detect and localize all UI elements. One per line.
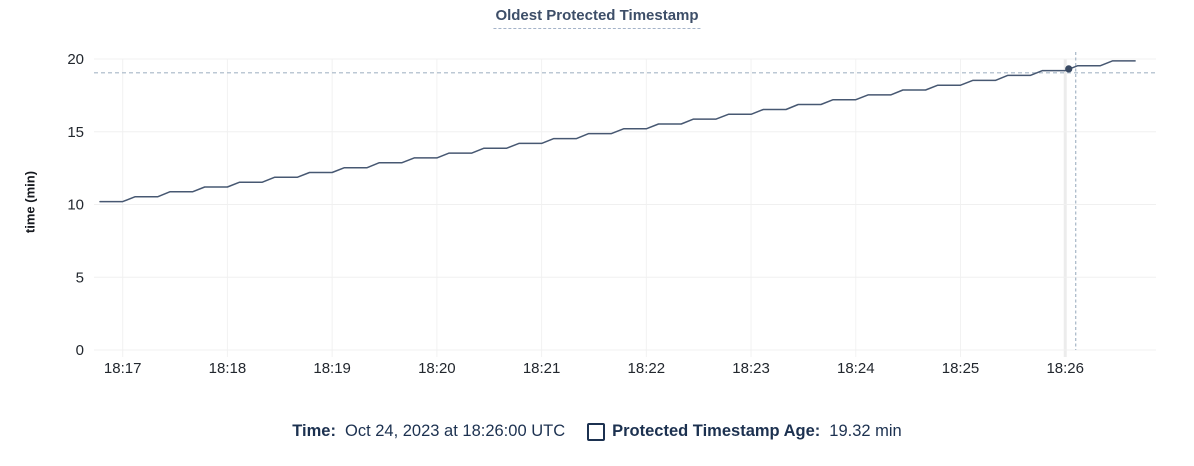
y-tick-label: 15 (67, 124, 84, 141)
legend-series-value: 19.32 min (829, 422, 902, 440)
chart-title[interactable]: Oldest Protected Timestamp (493, 7, 701, 29)
x-tick-label: 18:25 (942, 360, 980, 377)
y-tick-label: 0 (76, 342, 84, 359)
line-chart-plot[interactable]: 18:17 18:18 18:19 18:20 18:21 18:22 18:23 18:24… (0, 0, 1194, 410)
x-tick-label: 18:20 (418, 360, 456, 377)
legend-time-group: Time: Oct 24, 2023 at 18:26:00 UTC (292, 422, 565, 441)
x-tick-label: 18:22 (628, 360, 666, 377)
series-line (99, 60, 1136, 203)
x-tick-label: 18:18 (209, 360, 247, 377)
legend-time-label: Time: (292, 422, 336, 440)
x-tick-label: 18:21 (523, 360, 561, 377)
legend-series-label: Protected Timestamp Age: (612, 422, 821, 440)
x-tick-label: 18:19 (313, 360, 351, 377)
y-tick-label: 10 (67, 197, 84, 214)
hover-point-marker (1065, 65, 1073, 73)
legend-time-value: Oct 24, 2023 at 18:26:00 UTC (344, 422, 566, 440)
x-tick-label: 18:24 (837, 360, 875, 377)
x-tick-label: 18:23 (732, 360, 770, 377)
legend-series-toggle[interactable]: Protected Timestamp Age: 19.32 min (587, 422, 902, 441)
y-tick-label: 20 (67, 51, 84, 68)
x-tick-label: 18:26 (1046, 360, 1084, 377)
y-tick-label: 5 (76, 269, 84, 286)
x-tick-label: 18:17 (104, 360, 142, 377)
series-checkbox-icon[interactable] (587, 422, 606, 441)
chart-legend: Time: Oct 24, 2023 at 18:26:00 UTC Prote… (0, 422, 1194, 441)
